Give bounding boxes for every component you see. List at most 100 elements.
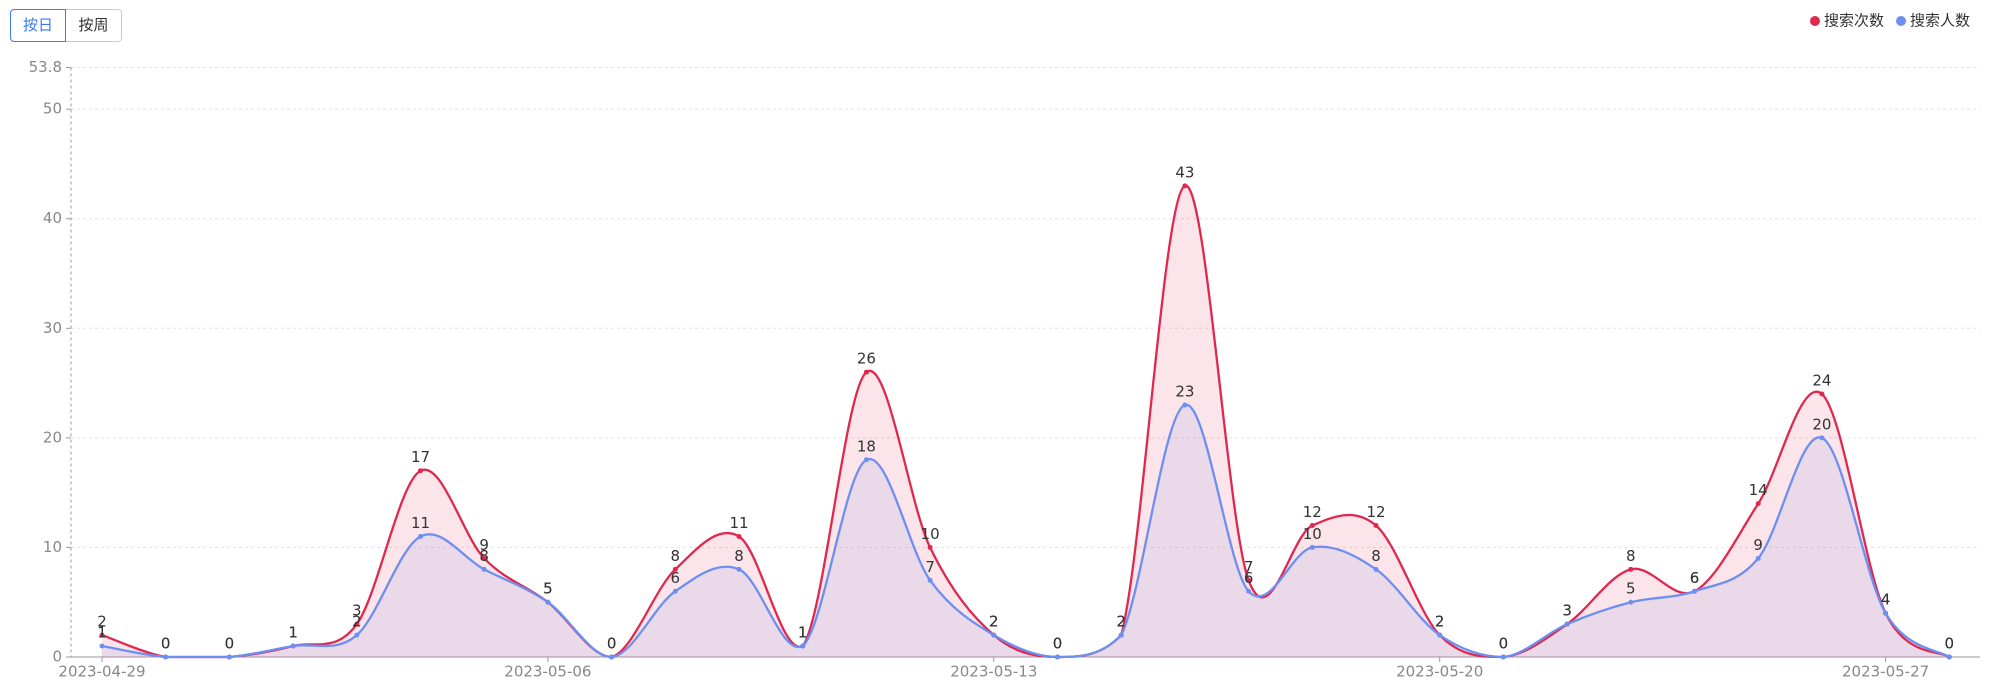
x-tick-label: 2023-05-13 [950,663,1037,681]
data-label: 3 [1562,602,1572,620]
data-label: 0 [161,635,171,653]
point [226,654,232,660]
point [1755,501,1761,507]
point [927,577,933,583]
point [481,566,487,572]
data-label: 0 [225,635,235,653]
data-label: 8 [671,547,681,565]
point [1628,599,1634,605]
x-tick-label: 2023-04-29 [58,663,145,681]
point [1819,435,1825,441]
point [354,632,360,638]
data-label: 6 [671,569,681,587]
point [1309,523,1315,529]
data-label: 14 [1749,481,1768,499]
data-label: 2 [1116,613,1126,631]
data-label: 5 [543,580,553,598]
data-label: 0 [1945,635,1955,653]
data-label: 3 [352,602,362,620]
data-label: 2 [1435,613,1445,631]
data-label: 6 [1690,569,1700,587]
point [481,555,487,561]
point [1182,402,1188,408]
data-label: 0 [1053,635,1063,653]
point [672,588,678,594]
day-button[interactable]: 按日 [10,9,66,42]
point [736,533,742,539]
point [1182,183,1188,189]
point [863,369,869,375]
data-label: 2 [1116,613,1126,631]
data-label: 43 [1175,163,1194,181]
point [1055,654,1060,660]
data-label: 1 [288,624,298,642]
data-label: 2 [989,613,999,631]
data-label: 20 [1812,415,1831,433]
legend-marker [1809,16,1820,26]
point [1692,588,1697,594]
point [1883,610,1889,616]
y-tick-label: 53.8 [29,58,62,76]
y-tick-label: 40 [43,209,62,227]
point [1246,588,1252,594]
data-label: 0 [1499,635,1509,653]
point [1500,654,1506,660]
data-label: 6 [1690,569,1700,587]
point [1118,632,1124,638]
data-label: 0 [161,635,171,653]
point [99,643,105,649]
data-label: 11 [729,514,748,532]
point [800,643,806,649]
data-label: 7 [1244,558,1254,576]
x-tick-label: 2023-05-06 [504,663,591,681]
point [1819,391,1825,397]
x-tick-label: 2023-05-27 [1842,663,1929,681]
data-label: 1 [97,624,107,642]
point [1373,566,1379,572]
data-label: 7 [925,558,935,576]
area [102,404,1950,657]
data-label: 8 [734,547,744,565]
point [1628,566,1634,572]
point [991,632,997,638]
point [1373,523,1379,529]
data-label: 23 [1175,382,1194,400]
point [99,632,105,638]
data-label: 17 [411,448,430,466]
x-tick-label: 2023-05-20 [1396,663,1483,681]
area [102,185,1950,657]
data-label: 12 [1303,503,1322,521]
week-button[interactable]: 按周 [66,9,122,42]
toolbar: 按日 按周 [10,9,122,42]
y-tick-label: 0 [52,648,62,666]
data-label: 24 [1812,372,1831,390]
data-label: 2 [1435,613,1445,631]
line [101,403,1950,659]
point [863,457,869,463]
data-label: 4 [1881,591,1891,609]
data-label: 8 [1626,547,1636,565]
point [1564,621,1570,627]
point [545,599,551,605]
data-label: 0 [1499,635,1509,653]
data-label: 1 [288,624,298,642]
point [290,643,296,649]
y-tick-label: 30 [43,319,62,337]
data-label: 6 [1244,569,1254,587]
data-label: 1 [798,624,808,642]
data-label: 8 [1371,547,1381,565]
data-label: 0 [225,635,235,653]
point [354,621,360,627]
point [927,544,933,550]
data-label: 0 [607,635,617,653]
y-tick-label: 20 [43,428,62,446]
data-label: 9 [479,536,489,554]
legend-label: 搜索次数 [1824,12,1884,30]
point [1946,654,1952,660]
data-label: 10 [921,525,940,543]
legend-marker [1895,16,1906,26]
point [672,566,678,572]
point [736,566,742,572]
y-tick-label: 10 [43,538,62,556]
